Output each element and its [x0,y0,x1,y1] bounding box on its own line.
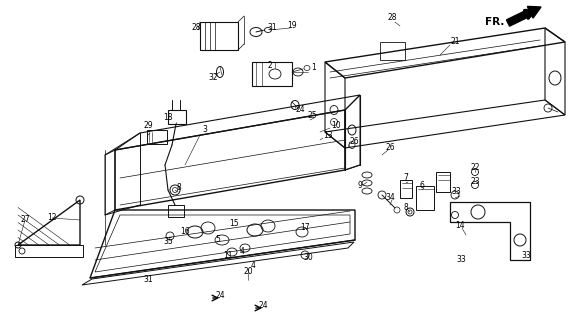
Text: 33: 33 [521,252,531,260]
Text: 1: 1 [311,63,317,73]
Text: 28: 28 [388,13,397,22]
Text: 32: 32 [208,74,218,83]
Text: 20: 20 [243,268,253,276]
Text: 21: 21 [450,37,460,46]
Text: 15: 15 [229,220,239,228]
Text: 2: 2 [268,60,272,69]
Text: 24: 24 [295,106,305,115]
Bar [252,62,292,86]
Bar [168,110,186,124]
Text: 23: 23 [470,178,480,187]
Text: 5: 5 [216,236,220,244]
Text: 30: 30 [303,253,313,262]
Text: 16: 16 [180,228,190,236]
Text: 26: 26 [385,143,395,153]
Text: 33: 33 [456,255,466,265]
Bar [168,205,184,217]
Bar [15,245,83,257]
Text: 8: 8 [177,183,181,193]
Text: FR.: FR. [485,17,505,27]
Text: 33: 33 [451,188,461,196]
Bar [416,186,434,210]
Text: 28: 28 [191,23,201,33]
Text: 24: 24 [215,291,225,300]
Text: 17: 17 [300,223,310,233]
Text: 18: 18 [163,114,173,123]
Text: 35: 35 [163,237,173,246]
Text: 31: 31 [143,276,153,284]
Text: 7: 7 [404,173,408,182]
Text: 25: 25 [307,110,317,119]
Text: 34: 34 [385,194,395,203]
Bar [380,42,405,60]
Text: 31: 31 [267,22,277,31]
Text: 9: 9 [357,181,363,190]
Bar [200,22,238,50]
Bar [436,172,450,192]
Text: 13: 13 [323,132,333,140]
Text: 26: 26 [349,138,359,147]
Text: 27: 27 [20,215,30,225]
Text: 6: 6 [419,180,425,189]
Text: 3: 3 [203,125,207,134]
Text: 4: 4 [239,247,245,257]
Text: 14: 14 [455,220,465,229]
Text: 8: 8 [404,204,408,212]
Text: 12: 12 [47,213,57,222]
Bar [400,180,412,198]
FancyArrow shape [507,6,541,26]
Text: 11: 11 [223,251,233,260]
Bar [147,130,167,144]
Text: 29: 29 [143,121,153,130]
Text: 19: 19 [287,20,297,29]
Text: 24: 24 [258,301,268,310]
Text: 4: 4 [250,260,256,269]
Text: 10: 10 [331,121,341,130]
Text: 22: 22 [470,164,480,172]
